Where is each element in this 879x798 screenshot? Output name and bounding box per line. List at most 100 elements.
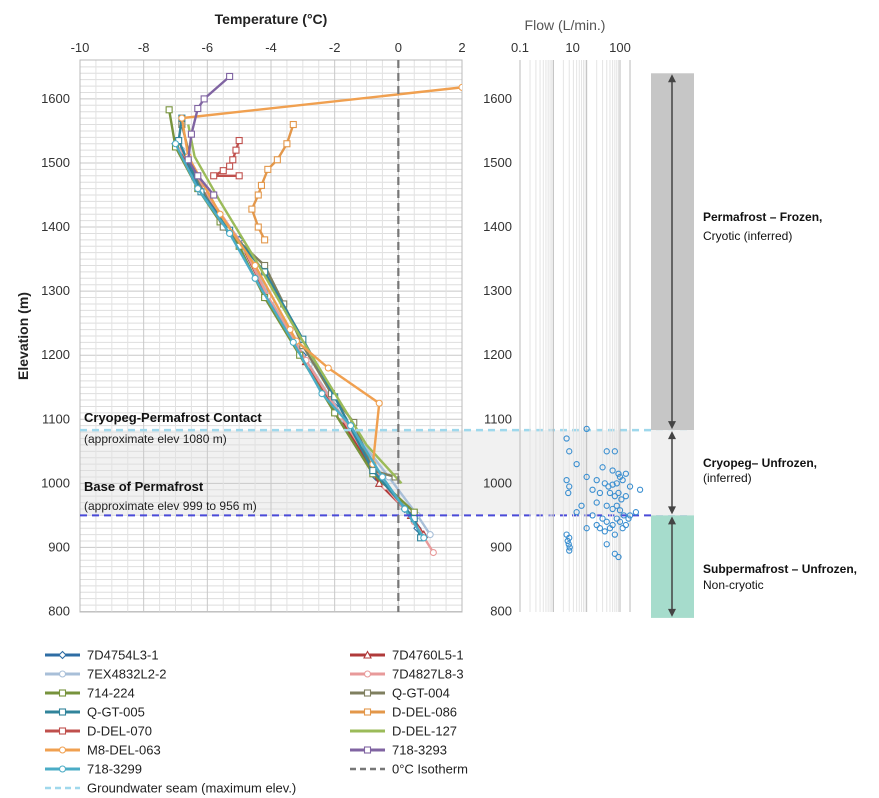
flow-data-point [613,480,620,487]
zone-arrowhead-down [668,421,676,430]
flow-data-point [593,499,600,506]
data-point-m8-del-063 [178,114,186,122]
flow-data-point [611,493,618,500]
legend-marker-714-224 [58,689,67,697]
contact-annotation-title: Cryopeg-Permafrost Contact [84,410,262,425]
zone-arrowhead-down [668,608,676,617]
series-line-d-del-127 [187,124,403,485]
series-line-718-3299 [174,143,425,539]
flow-data-point [606,525,614,532]
legend-label-q-gt-004: Q-GT-004 [392,686,450,701]
flow-data-point [611,448,618,455]
flow-data-point [620,512,627,519]
flow-data-point [619,476,626,484]
data-point-718-3299 [226,229,234,238]
flow-data-point [593,521,600,529]
legend-entry-0-c-isotherm: 0°C Isotherm [350,762,468,777]
flow-data-point [616,518,624,525]
data-point-d-del-070 [210,172,218,180]
y-tick-label: 1200 [41,347,70,362]
flow-data-point [625,515,632,522]
flow-data-point [606,489,614,497]
flow-data-point [564,537,571,545]
flow-data-point [589,512,596,519]
flow-y-tick-label: 1400 [483,219,512,234]
flow-y-tick-label: 1000 [483,475,512,490]
data-point-d-del-086 [254,223,262,231]
legend-entry-groundwater-seam-maximum-elev-: Groundwater seam (maximum elev.) [45,781,296,796]
flow-data-point [583,425,590,433]
flow-data-point [609,467,616,474]
flow-data-point [613,502,620,509]
flow-data-point [603,502,610,509]
flow-data-point [593,476,600,484]
series-d-del-127 [187,124,403,485]
data-point-d-del-070 [235,136,243,145]
series-718-3299 [171,140,428,542]
data-point-7d4760l5-1 [374,478,384,487]
data-point-714-224 [410,508,418,516]
flow-data-point [626,512,634,519]
data-point-d-del-070 [232,146,240,154]
flow-x-tick-label: 10 [565,40,579,55]
data-point-d-del-070 [229,156,237,164]
y-tick-label: 1500 [41,155,70,170]
flow-data-point [615,553,622,561]
data-point-718-3293 [194,172,202,180]
legend-label-m8-del-063: M8-DEL-063 [87,743,161,758]
zone-arrowhead-up [668,74,676,83]
flow-data-point [599,515,606,522]
temperature-panel: -10 -8 -6 -4 -2 0 2 800 900 1000 1100 1200 1300 1400… [15,11,692,619]
legend: 7D4754L3-1 7D4760L5-1 7EX4832L2-2 7D4827L8-… [45,648,468,796]
flow-axis-title: Flow (L/min.) [525,17,606,33]
data-point-m8-del-063 [324,364,332,372]
legend-marker-718-3293 [363,746,372,754]
x-tick-label: -2 [329,40,341,55]
legend-label-718-3299: 718-3299 [87,762,142,777]
data-point-718-3299 [171,140,180,148]
legend-entry-7ex4832l2-2: 7EX4832L2-2 [45,667,167,682]
y-tick-label: 1000 [41,475,70,490]
legend-label-7d4827l8-3: 7D4827L8-3 [392,667,464,682]
flow-data-point [609,505,616,513]
data-point-718-3299 [318,390,326,398]
x-tick-label: -8 [138,40,150,55]
legend-label-718-3293: 718-3293 [392,743,447,758]
flow-data-point [619,525,626,532]
flow-data-point [636,486,644,493]
legend-label-q-gt-005: Q-GT-005 [87,705,145,720]
flow-y-ticks: 800 900 1000 1100 1200 1300 1400 1500 1600 [483,91,512,619]
data-point-m8-del-063 [286,326,294,334]
series-718-3293 [184,72,234,199]
data-point-714-224 [165,106,173,114]
flow-data-point [573,460,580,468]
flow-points [563,425,644,561]
legend-marker-7d4827l8-3 [363,670,372,678]
flow-data-point [622,521,630,529]
data-point-d-del-086 [289,120,297,129]
flow-data-point [573,509,580,516]
flow-data-point [603,448,610,455]
data-point-718-3299 [401,505,409,513]
flow-data-point [615,489,622,497]
legend-entry-m8-del-063: M8-DEL-063 [45,743,161,758]
flow-data-point [622,493,630,500]
data-point-718-3299 [194,185,202,193]
flow-data-point [589,486,596,493]
data-point-718-3293 [226,72,234,81]
legend-label-d-del-070: D-DEL-070 [87,724,152,739]
flow-data-point [603,518,610,525]
base-annotation-sub: (approximate elev 999 to 956 m) [84,499,257,513]
flow-data-point [563,435,570,442]
flow-x-tick-label: 100 [609,40,631,55]
zone-subtitle-0: Cryotic (inferred) [703,229,792,243]
legend-label-0-c-isotherm: 0°C Isotherm [392,762,468,777]
data-point-718-3293 [210,191,218,199]
data-point-7d4827l8-3 [429,549,437,557]
zone-title-1: Cryopeg– Unfrozen, [703,456,817,470]
flow-data-point [609,481,616,488]
legend-entry-d-del-086: D-DEL-086 [350,705,457,720]
legend-entry-718-3293: 718-3293 [350,743,447,758]
legend-label-7ex4832l2-2: 7EX4832L2-2 [87,667,167,682]
